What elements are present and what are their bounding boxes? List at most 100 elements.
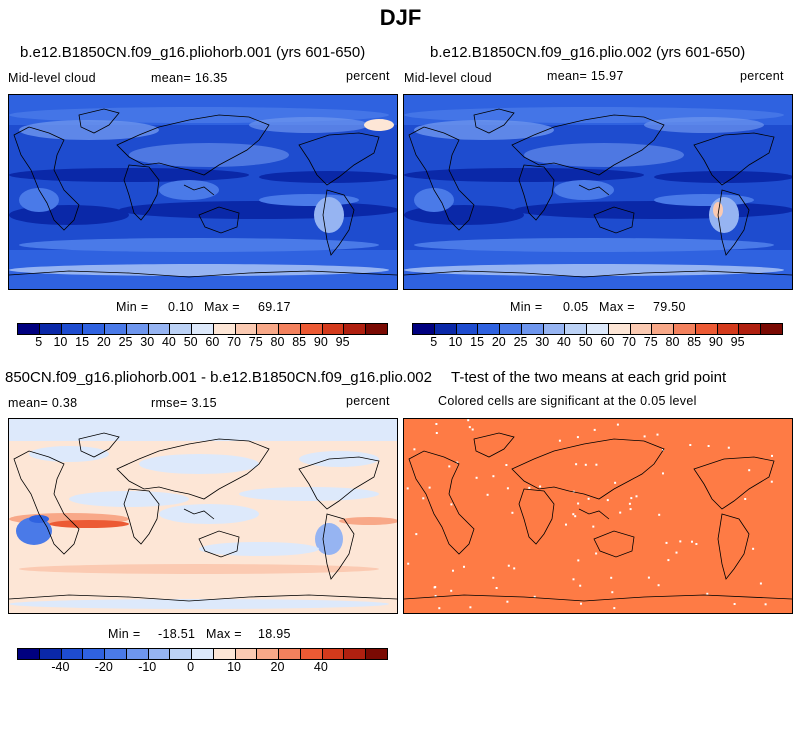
- nonsignificant-cell: [492, 576, 495, 579]
- panel2-map-svg: [404, 95, 792, 289]
- panel2-max-label: Max =: [599, 300, 635, 314]
- nonsignificant-cell: [435, 423, 438, 425]
- nonsignificant-cell: [511, 511, 514, 514]
- labelbar-tick-label: 5: [430, 335, 438, 349]
- nonsignificant-cell: [611, 591, 614, 594]
- labelbar-box: [213, 324, 236, 334]
- nonsignificant-cell: [643, 435, 646, 438]
- panel4-subtitle: Colored cells are significant at the 0.0…: [438, 394, 697, 408]
- nonsignificant-cell: [486, 493, 489, 496]
- labelbar-box: [322, 324, 345, 334]
- labelbar-box: [587, 324, 609, 334]
- labelbar-tick-label: 15: [470, 335, 485, 349]
- nonsignificant-cell: [539, 485, 542, 488]
- labelbar-box: [279, 649, 301, 659]
- nonsignificant-cell: [428, 486, 431, 489]
- labelbar-tick-label: 10: [227, 660, 241, 674]
- nonsignificant-cell: [572, 513, 575, 516]
- labelbar-tick-label: 95: [335, 335, 350, 349]
- nonsignificant-cell: [628, 502, 631, 505]
- nonsignificant-cell: [764, 603, 767, 606]
- labelbar-tick-label: 90: [708, 335, 723, 349]
- nonsignificant-cell: [616, 423, 619, 426]
- nonsignificant-cell: [506, 600, 509, 603]
- labelbar-tick-label: -20: [94, 660, 113, 674]
- nonsignificant-cell: [575, 463, 578, 466]
- labelbar-box: [322, 649, 345, 659]
- labelbar-box: [652, 324, 675, 334]
- labelbar-tick-label: 80: [665, 335, 680, 349]
- nonsignificant-cell: [606, 499, 609, 502]
- labelbar-tick-label: 75: [643, 335, 658, 349]
- panel3-labelbar: [17, 648, 388, 660]
- nonsignificant-cell: [463, 565, 465, 568]
- panel3-max-value: 18.95: [258, 627, 291, 641]
- labelbar-tick-label: 15: [75, 335, 90, 349]
- panel1-title: b.e12.B1850CN.f09_g16.pliohorb.001 (yrs …: [20, 44, 366, 61]
- labelbar-tick-label: 40: [313, 660, 328, 674]
- labelbar-box: [695, 324, 718, 334]
- labelbar-box: [126, 649, 149, 659]
- nonsignificant-cell: [770, 480, 773, 483]
- nonsignificant-cell: [558, 439, 561, 442]
- panel2-min-value: 0.05: [563, 300, 589, 314]
- labelbar-tick-label: 80: [270, 335, 285, 349]
- labelbar-box: [543, 324, 566, 334]
- nonsignificant-cell: [448, 465, 451, 468]
- labelbar-box: [148, 324, 171, 334]
- labelbar-box: [18, 324, 40, 334]
- nonsignificant-cell: [580, 602, 582, 605]
- panel1-map-svg: [9, 95, 397, 289]
- panel3-min-label: Min =: [108, 627, 141, 641]
- nonsignificant-cell: [691, 540, 693, 543]
- nonsignificant-cell: [468, 426, 471, 429]
- nonsignificant-cell: [771, 454, 773, 457]
- panel1-min-label: Min =: [116, 300, 149, 314]
- panel3-mean-label: mean= 0.38: [8, 396, 78, 410]
- labelbar-box: [192, 649, 214, 659]
- labelbar-box: [126, 324, 149, 334]
- nonsignificant-cell: [610, 576, 613, 579]
- labelbar-tick-label: 40: [556, 335, 571, 349]
- labelbar-box: [39, 324, 62, 334]
- nonsignificant-cell: [506, 487, 509, 490]
- nonsignificant-cell: [587, 497, 590, 500]
- panel3-min-value: -18.51: [158, 627, 196, 641]
- labelbar-tick-label: 20: [96, 335, 111, 349]
- nonsignificant-cell: [572, 578, 575, 581]
- labelbar-tick-label: 10: [448, 335, 463, 349]
- nonsignificant-cell: [667, 559, 670, 562]
- nonsignificant-cell: [657, 584, 660, 587]
- labelbar-tick-label: 25: [513, 335, 528, 349]
- nonsignificant-cell: [706, 592, 709, 595]
- nonsignificant-cell: [565, 523, 567, 526]
- nonsignificant-cell: [574, 515, 577, 518]
- panel4-map-svg: [404, 419, 792, 613]
- panel2-max-value: 79.50: [653, 300, 686, 314]
- panel2-min-label: Min =: [510, 300, 543, 314]
- nonsignificant-cell: [406, 487, 409, 490]
- labelbar-box: [39, 649, 62, 659]
- labelbar-tick-label: -40: [51, 660, 70, 674]
- nonsignificant-cell: [656, 433, 659, 436]
- labelbar-box: [344, 324, 367, 334]
- panel1-labelbar: [17, 323, 388, 335]
- labelbar-tick-label: 20: [270, 660, 285, 674]
- labelbar-box: [366, 324, 388, 334]
- labelbar-tick-label: 50: [578, 335, 593, 349]
- labelbar-box: [61, 324, 84, 334]
- nonsignificant-cell: [467, 419, 470, 422]
- nonsignificant-cell: [679, 540, 682, 543]
- nonsignificant-cell: [495, 587, 498, 589]
- nonsignificant-cell: [658, 513, 661, 516]
- nonsignificant-cell: [595, 552, 598, 555]
- labelbar-box: [300, 324, 323, 334]
- nonsignificant-cell: [513, 567, 516, 570]
- labelbar-box: [434, 324, 457, 334]
- nonsignificant-cell: [635, 495, 638, 498]
- nonsignificant-cell: [422, 497, 425, 500]
- nonsignificant-cell: [438, 607, 441, 610]
- labelbar-box: [170, 649, 193, 659]
- nonsignificant-cell: [456, 461, 459, 464]
- nonsignificant-cell: [576, 436, 579, 439]
